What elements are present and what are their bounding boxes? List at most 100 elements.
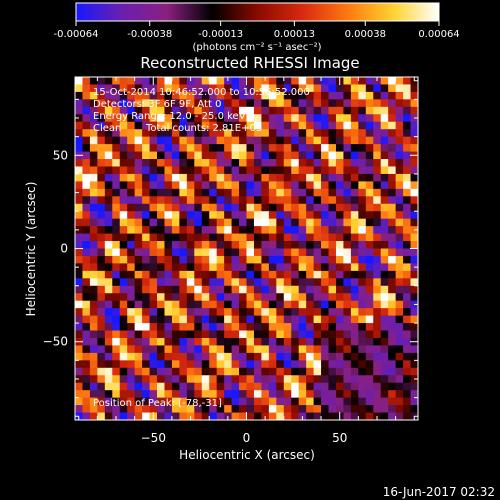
- heatmap-cell: [112, 173, 121, 182]
- heatmap-cell: [291, 211, 300, 220]
- heatmap-cell: [201, 159, 210, 167]
- heatmap-cell: [268, 315, 277, 324]
- colorbar-tick-label: 0.00064: [418, 29, 459, 40]
- heatmap-cell: [298, 91, 307, 100]
- heatmap-cell: [231, 315, 240, 324]
- heatmap-cell: [283, 159, 292, 167]
- heatmap-cell: [164, 285, 173, 294]
- heatmap-cell: [388, 382, 397, 391]
- heatmap-cell: [313, 196, 322, 205]
- heatmap-cell: [164, 226, 173, 234]
- heatmap-cell: [216, 390, 225, 399]
- heatmap-cell: [194, 188, 203, 197]
- heatmap-cell: [209, 136, 218, 145]
- heatmap-cell: [75, 352, 83, 361]
- heatmap-cell: [75, 241, 83, 249]
- heatmap-cell: [89, 233, 98, 242]
- heatmap-cell: [75, 91, 83, 100]
- heatmap-cell: [343, 278, 352, 287]
- heatmap-cell: [157, 330, 165, 339]
- heatmap-cell: [403, 226, 411, 234]
- heatmap-cell: [149, 173, 158, 182]
- heatmap-cell: [388, 241, 397, 249]
- heatmap-cell: [343, 375, 352, 384]
- heatmap-cell: [261, 136, 270, 145]
- heatmap-cell: [268, 412, 277, 420]
- heatmap-cell: [321, 114, 329, 123]
- heatmap-cell: [149, 181, 158, 190]
- heatmap-cell: [134, 285, 143, 294]
- chart-title: Reconstructed RHESSI Image: [140, 54, 359, 72]
- heatmap-cell: [134, 77, 143, 85]
- heatmap-cell: [224, 99, 232, 108]
- heatmap-cell: [134, 315, 143, 324]
- heatmap-cell: [142, 218, 150, 227]
- heatmap-cell: [149, 285, 158, 294]
- heatmap-cell: [253, 91, 262, 100]
- heatmap-cell: [268, 255, 277, 264]
- annotation-total-counts: Total counts: 2.81E+03: [145, 123, 262, 134]
- heatmap-cell: [403, 375, 411, 384]
- heatmap-cell: [321, 136, 329, 145]
- heatmap-cell: [395, 337, 404, 346]
- heatmap-cell: [209, 129, 218, 138]
- heatmap-cell: [410, 255, 418, 264]
- heatmap-cell: [179, 337, 188, 346]
- heatmap-cell: [104, 106, 113, 115]
- heatmap-cell: [335, 375, 344, 384]
- heatmap-cell: [224, 367, 232, 376]
- heatmap-cell: [276, 337, 285, 346]
- heatmap-cell: [157, 270, 165, 279]
- heatmap-cell: [283, 188, 292, 197]
- heatmap-cell: [335, 99, 344, 108]
- heatmap-cell: [388, 91, 397, 100]
- heatmap-cell: [112, 300, 121, 309]
- heatmap-cell: [201, 211, 210, 220]
- heatmap-cell: [201, 106, 210, 115]
- heatmap-cell: [403, 263, 411, 272]
- heatmap-cell: [209, 330, 218, 339]
- heatmap-cell: [127, 323, 136, 331]
- heatmap-cell: [97, 144, 106, 152]
- heatmap-cell: [134, 241, 143, 249]
- heatmap-cell: [186, 241, 195, 249]
- heatmap-cell: [343, 412, 352, 420]
- heatmap-cell: [291, 300, 300, 309]
- heatmap-cell: [82, 270, 91, 279]
- heatmap-cell: [216, 211, 225, 220]
- heatmap-cell: [186, 345, 195, 354]
- heatmap-cell: [224, 337, 232, 346]
- heatmap-cell: [149, 196, 158, 205]
- heatmap-cell: [380, 375, 389, 384]
- heatmap-cell: [358, 218, 367, 227]
- heatmap-cell: [276, 293, 285, 302]
- heatmap-cell: [253, 77, 262, 85]
- heatmap-cell: [291, 285, 300, 294]
- heatmap-cell: [127, 218, 136, 227]
- heatmap-cell: [112, 166, 121, 175]
- heatmap-cell: [201, 77, 210, 85]
- heatmap-cell: [306, 412, 315, 420]
- heatmap-cell: [134, 188, 143, 197]
- heatmap-cell: [321, 330, 329, 339]
- heatmap-cell: [350, 412, 359, 420]
- heatmap-cell: [373, 337, 382, 346]
- heatmap-cell: [104, 293, 113, 302]
- heatmap-cell: [358, 315, 367, 324]
- heatmap-cell: [179, 129, 188, 138]
- heatmap-cell: [239, 233, 247, 242]
- heatmap-cell: [201, 337, 210, 346]
- heatmap-cell: [134, 367, 143, 376]
- heatmap-cell: [209, 360, 218, 369]
- heatmap-cell: [149, 114, 158, 123]
- heatmap-cell: [388, 114, 397, 123]
- heatmap-cell: [112, 218, 121, 227]
- heatmap-cell: [194, 196, 203, 205]
- heatmap-cell: [134, 151, 143, 160]
- heatmap-cell: [306, 151, 315, 160]
- heatmap-cell: [350, 405, 359, 413]
- heatmap-cell: [239, 106, 247, 115]
- heatmap-cell: [201, 323, 210, 331]
- heatmap-cell: [313, 173, 322, 182]
- heatmap-cell: [343, 84, 352, 93]
